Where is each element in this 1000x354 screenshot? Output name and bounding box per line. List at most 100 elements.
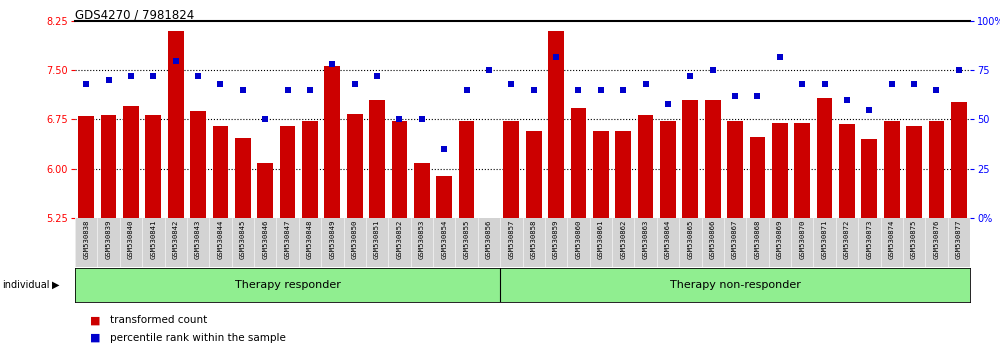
Point: [772, 54, 788, 59]
Point: [839, 97, 855, 103]
Point: [727, 93, 743, 99]
Text: GSM530877: GSM530877: [956, 220, 962, 259]
Text: GSM530871: GSM530871: [822, 220, 828, 259]
Bar: [235, 138, 251, 218]
Text: GSM530859: GSM530859: [553, 220, 559, 259]
Point: [526, 87, 542, 93]
Text: GSM530855: GSM530855: [464, 220, 470, 259]
Point: [817, 81, 833, 87]
Text: GSM530875: GSM530875: [911, 220, 917, 259]
Text: GSM530845: GSM530845: [240, 220, 246, 259]
Text: GSM530849: GSM530849: [329, 220, 335, 259]
Text: GSM530874: GSM530874: [889, 220, 895, 259]
Bar: [638, 115, 653, 218]
Text: GSM530840: GSM530840: [128, 220, 134, 259]
Point: [324, 62, 340, 67]
Bar: [861, 139, 877, 218]
Point: [638, 81, 654, 87]
Bar: [571, 108, 586, 218]
Text: GSM530867: GSM530867: [732, 220, 738, 259]
Bar: [794, 123, 810, 218]
Point: [884, 81, 900, 87]
Point: [257, 116, 273, 122]
Point: [391, 116, 407, 122]
Text: transformed count: transformed count: [110, 315, 207, 325]
Text: GSM530846: GSM530846: [262, 220, 268, 259]
Bar: [302, 121, 318, 218]
Bar: [101, 115, 116, 218]
Text: GSM530842: GSM530842: [173, 220, 179, 259]
Point: [302, 87, 318, 93]
Point: [682, 73, 698, 79]
Bar: [772, 123, 788, 218]
Bar: [369, 100, 385, 218]
Point: [660, 101, 676, 107]
Text: GSM530873: GSM530873: [866, 220, 872, 259]
Text: GSM530847: GSM530847: [285, 220, 291, 259]
Point: [481, 68, 497, 73]
Bar: [682, 100, 698, 218]
Bar: [884, 121, 900, 218]
Bar: [750, 137, 765, 218]
Text: GSM530848: GSM530848: [307, 220, 313, 259]
Text: GSM530865: GSM530865: [687, 220, 693, 259]
Text: GDS4270 / 7981824: GDS4270 / 7981824: [75, 9, 194, 22]
Point: [593, 87, 609, 93]
Text: GSM530851: GSM530851: [374, 220, 380, 259]
Text: Therapy non-responder: Therapy non-responder: [670, 280, 800, 290]
Point: [436, 146, 452, 152]
Point: [145, 73, 161, 79]
Text: GSM530869: GSM530869: [777, 220, 783, 259]
Text: GSM530860: GSM530860: [575, 220, 581, 259]
Point: [235, 87, 251, 93]
Bar: [123, 107, 139, 218]
Text: GSM530864: GSM530864: [665, 220, 671, 259]
Point: [548, 54, 564, 59]
Bar: [705, 100, 721, 218]
Text: GSM530844: GSM530844: [217, 220, 223, 259]
Point: [78, 81, 94, 87]
Text: GSM530863: GSM530863: [643, 220, 649, 259]
Bar: [906, 126, 922, 218]
Point: [369, 73, 385, 79]
Text: GSM530838: GSM530838: [83, 220, 89, 259]
Bar: [257, 163, 273, 218]
Point: [347, 81, 363, 87]
Text: individual: individual: [2, 280, 50, 290]
Point: [280, 87, 296, 93]
Text: GSM530872: GSM530872: [844, 220, 850, 259]
Bar: [280, 126, 295, 218]
Bar: [929, 121, 944, 218]
Point: [705, 68, 721, 73]
Bar: [436, 176, 452, 218]
Point: [503, 81, 519, 87]
Point: [794, 81, 810, 87]
Text: GSM530861: GSM530861: [598, 220, 604, 259]
Text: GSM530876: GSM530876: [933, 220, 939, 259]
Point: [459, 87, 475, 93]
Text: GSM530854: GSM530854: [441, 220, 447, 259]
Bar: [168, 31, 184, 218]
Bar: [78, 116, 94, 218]
Bar: [190, 111, 206, 218]
Point: [906, 81, 922, 87]
Bar: [839, 124, 855, 218]
Text: ■: ■: [90, 333, 100, 343]
Point: [101, 77, 117, 83]
Text: GSM530843: GSM530843: [195, 220, 201, 259]
Text: GSM530858: GSM530858: [531, 220, 537, 259]
Bar: [615, 131, 631, 218]
Point: [951, 68, 967, 73]
Text: percentile rank within the sample: percentile rank within the sample: [110, 333, 286, 343]
Text: GSM530868: GSM530868: [754, 220, 760, 259]
Point: [212, 81, 228, 87]
Text: Therapy responder: Therapy responder: [235, 280, 340, 290]
Bar: [213, 126, 228, 218]
Point: [168, 58, 184, 63]
Text: GSM530857: GSM530857: [508, 220, 514, 259]
Text: GSM530850: GSM530850: [352, 220, 358, 259]
Text: GSM530856: GSM530856: [486, 220, 492, 259]
Bar: [526, 131, 542, 218]
Bar: [145, 115, 161, 218]
Point: [570, 87, 586, 93]
